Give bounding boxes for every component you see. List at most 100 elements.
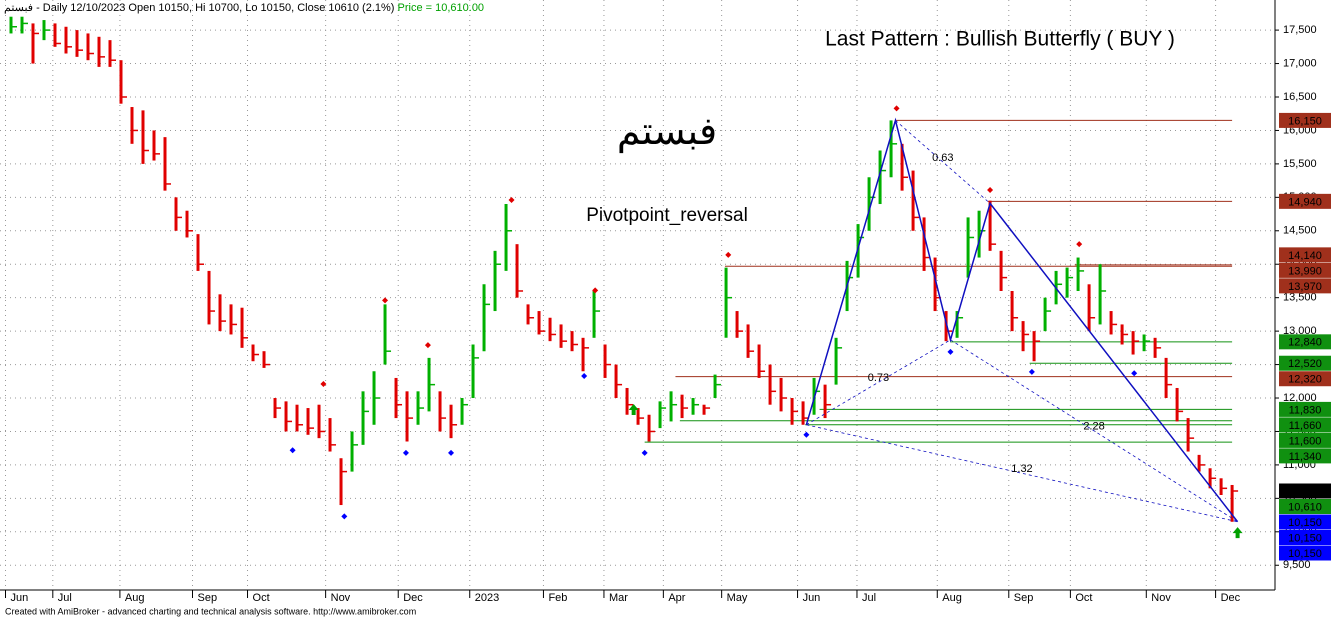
- x-tick-label: Oct: [253, 592, 270, 604]
- y-tick-label: 13,500: [1283, 292, 1317, 304]
- price-box: [1279, 483, 1331, 499]
- price-box: [1279, 371, 1331, 387]
- price-box: [1279, 401, 1331, 417]
- price-box-label: 11,660: [1289, 420, 1322, 432]
- price-box-label: 12,520: [1288, 358, 1322, 370]
- price-box-label: 14,140: [1288, 250, 1322, 262]
- pivot-low: [803, 431, 810, 438]
- buy-arrow: [628, 404, 639, 416]
- y-tick-label: 14,500: [1283, 225, 1317, 237]
- price-box-label: 16,150: [1288, 115, 1322, 127]
- chart-title: Last Pattern : Bullish Butterfly ( BUY ): [825, 28, 1175, 51]
- pivot-high: [424, 342, 431, 349]
- ratio-line: [806, 339, 951, 426]
- x-tick-label: Oct: [1075, 592, 1092, 604]
- y-tick-label: 13,000: [1283, 325, 1317, 337]
- subtitle: Pivotpoint_reversal: [586, 205, 748, 226]
- price-box: [1279, 247, 1331, 263]
- x-tick-label: Jul: [58, 592, 72, 604]
- price-box: [1279, 355, 1331, 371]
- pivot-low: [1131, 370, 1138, 377]
- header-price: Price = 10,610.00: [398, 2, 485, 14]
- price-box-label: 10,150: [1288, 532, 1322, 544]
- x-tick-label: Feb: [548, 592, 567, 604]
- price-box: [1279, 193, 1331, 209]
- x-tick-label: Nov: [1151, 592, 1171, 604]
- price-box: [1279, 432, 1331, 448]
- price-bars: [9, 16, 1239, 522]
- footer: Created with AmiBroker - advanced charti…: [5, 606, 416, 616]
- x-tick-label: Sep: [198, 592, 218, 604]
- buy-arrow: [1232, 527, 1243, 539]
- price-box-label: 10,610: [1288, 486, 1322, 498]
- ratio-line: [950, 339, 1238, 523]
- pivot-high: [592, 287, 599, 294]
- price-box-label: 10,150: [1288, 517, 1322, 529]
- pivot-high: [725, 251, 732, 258]
- x-tick-label: Nov: [331, 592, 351, 604]
- pivot-low: [341, 513, 348, 520]
- price-box-label: 11,600: [1289, 435, 1322, 447]
- price-box: [1279, 112, 1331, 128]
- x-tick-label: Jul: [862, 592, 876, 604]
- pivot-low: [1028, 368, 1035, 375]
- x-tick-label: Jun: [11, 592, 29, 604]
- x-tick-label: Aug: [942, 592, 962, 604]
- price-box: [1279, 334, 1331, 350]
- price-box: [1279, 545, 1331, 561]
- pivot-low: [947, 348, 954, 355]
- price-box: [1279, 448, 1331, 464]
- x-tick-label: Dec: [403, 592, 423, 604]
- price-box-label: 14,940: [1288, 196, 1322, 208]
- y-tick-label: 9,500: [1283, 559, 1311, 571]
- pivot-low: [448, 449, 455, 456]
- ratio-label: 2.28: [1083, 421, 1104, 433]
- x-tick-label: May: [727, 592, 748, 604]
- y-tick-label: 16,500: [1283, 91, 1317, 103]
- symbol: فبستم: [617, 111, 717, 154]
- levels: [644, 119, 1233, 443]
- price-box: [1279, 498, 1331, 514]
- ratio-line: [895, 120, 991, 204]
- price-box-label: 13,970: [1288, 281, 1322, 293]
- price-box-label: 12,320: [1288, 374, 1322, 386]
- y-tick-label: 17,000: [1283, 57, 1317, 69]
- ratio-label: 1.32: [1011, 463, 1032, 475]
- pivot-high: [320, 380, 327, 387]
- x-tick-label: Apr: [668, 592, 685, 604]
- pivot-low: [641, 449, 648, 456]
- x-tick-label: Mar: [609, 592, 628, 604]
- ratio-line: [806, 424, 1238, 523]
- ratio-label: 0.63: [932, 152, 953, 164]
- y-tick-label: 17,500: [1283, 24, 1317, 36]
- pivot-high: [382, 297, 389, 304]
- x-tick-label: Dec: [1221, 592, 1241, 604]
- price-box-label: 10,610: [1288, 501, 1322, 513]
- pattern: 0.63 0.73 2.28 1.32: [289, 105, 1243, 539]
- pivot-high: [987, 186, 994, 193]
- header: فبستم - Daily 12/10/2023 Open 10150, Hi …: [4, 2, 484, 14]
- header-text: فبستم - Daily 12/10/2023 Open 10150, Hi …: [4, 2, 394, 14]
- price-box-label: 11,830: [1289, 404, 1322, 416]
- price-box-label: 11,340: [1289, 451, 1322, 463]
- x-tick-label: Sep: [1014, 592, 1034, 604]
- pivot-high: [508, 197, 515, 204]
- price-box: [1279, 262, 1331, 278]
- price-box-label: 12,840: [1288, 337, 1322, 349]
- ratio-label: 0.73: [868, 372, 889, 384]
- pivot-high: [893, 105, 900, 112]
- price-box: [1279, 514, 1331, 530]
- pivot-low: [402, 449, 409, 456]
- axes: 9,50010,00010,50011,00011,50012,00012,50…: [5, 24, 1331, 604]
- grid: [0, 0, 1275, 590]
- y-tick-label: 12,000: [1283, 392, 1317, 404]
- x-tick-label: 2023: [475, 592, 499, 604]
- x-tick-label: Jun: [803, 592, 821, 604]
- price-box: [1279, 417, 1331, 433]
- pivot-high: [1076, 241, 1083, 248]
- price-box-label: 13,990: [1288, 265, 1322, 277]
- price-box: [1279, 278, 1331, 294]
- price-box-label: 10,150: [1288, 548, 1322, 560]
